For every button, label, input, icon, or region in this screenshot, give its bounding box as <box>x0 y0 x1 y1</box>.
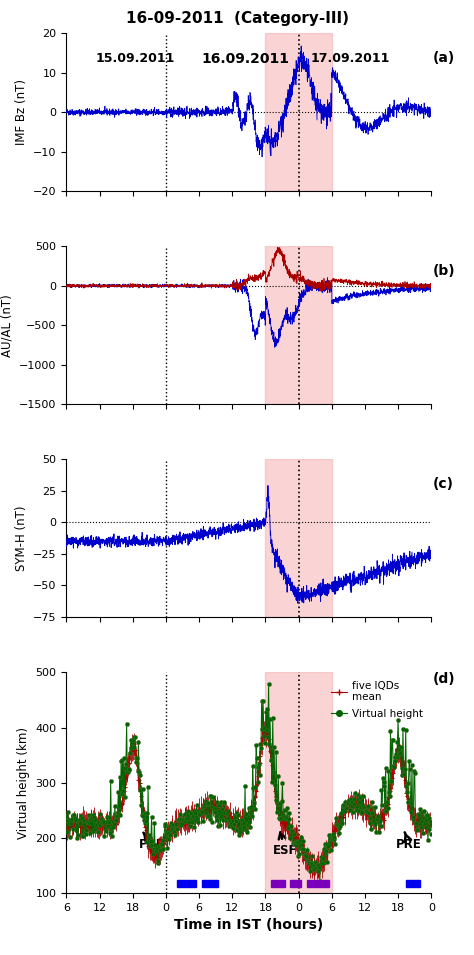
Bar <box>202 881 219 887</box>
Text: (c): (c) <box>433 477 454 491</box>
Bar <box>265 672 332 893</box>
Y-axis label: IMF Bz (nT): IMF Bz (nT) <box>15 79 27 145</box>
Text: PRE: PRE <box>139 833 165 851</box>
X-axis label: Time in IST (hours): Time in IST (hours) <box>174 918 323 932</box>
Bar <box>307 881 329 887</box>
Legend: five IQDs
mean, Virtual height: five IQDs mean, Virtual height <box>328 678 426 722</box>
Text: (a): (a) <box>433 51 456 65</box>
Bar <box>407 881 420 887</box>
Text: 16-09-2011  (Category-III): 16-09-2011 (Category-III) <box>126 11 348 27</box>
Bar <box>265 246 332 404</box>
Bar <box>290 881 301 887</box>
Text: (b): (b) <box>433 264 456 278</box>
Text: ESF: ESF <box>273 832 297 858</box>
Y-axis label: AU/AL (nT): AU/AL (nT) <box>0 294 14 356</box>
Text: 15.09.2011: 15.09.2011 <box>96 53 175 65</box>
Text: 16.09.2011: 16.09.2011 <box>201 53 290 66</box>
Bar <box>265 33 332 191</box>
Text: (d): (d) <box>433 672 456 687</box>
Bar <box>265 459 332 617</box>
Y-axis label: SYM-H (nT): SYM-H (nT) <box>15 505 27 571</box>
Bar <box>271 881 285 887</box>
Y-axis label: Virtual height (km): Virtual height (km) <box>17 727 30 838</box>
Text: PRE: PRE <box>396 833 422 851</box>
Text: 17.09.2011: 17.09.2011 <box>311 53 390 65</box>
Bar <box>177 881 196 887</box>
